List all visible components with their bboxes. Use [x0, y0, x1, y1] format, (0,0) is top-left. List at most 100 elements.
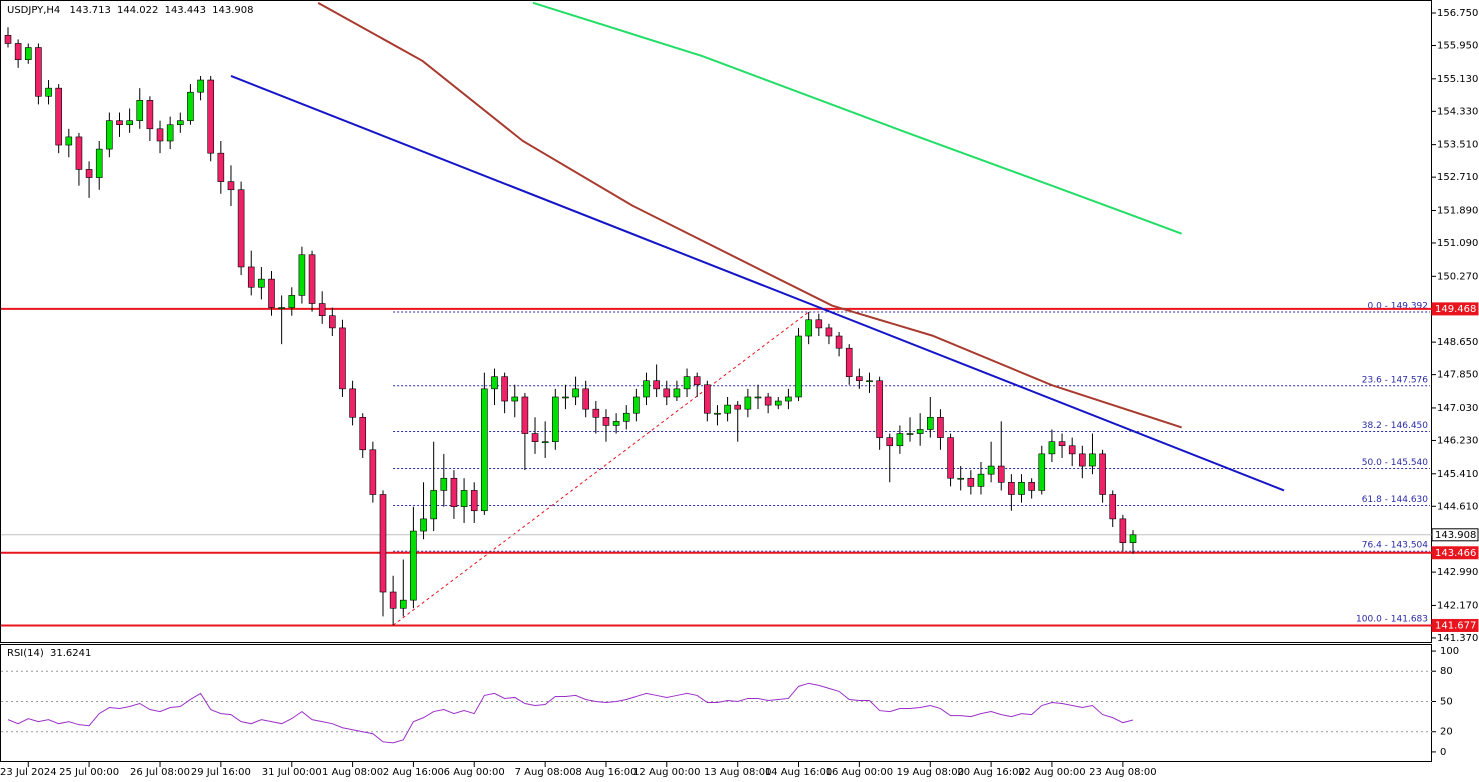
y-tick-label: 147.850	[1437, 370, 1478, 381]
rsi-tick-label: 50	[1440, 696, 1453, 707]
x-tick-label: 16 Aug 00:00	[826, 767, 893, 778]
price-panel	[0, 0, 1432, 643]
y-tick-label: 142.170	[1437, 600, 1478, 611]
candle-body	[85, 169, 93, 178]
y-tick-label: 142.990	[1437, 567, 1478, 578]
candle-body	[65, 136, 73, 146]
close: 143.908	[212, 5, 253, 16]
candle-body	[55, 87, 62, 146]
candle-body	[349, 388, 356, 418]
candle-body	[420, 518, 427, 532]
price-level-label: 143.466	[1435, 548, 1476, 559]
candle-body	[937, 416, 944, 438]
candle-body	[126, 120, 133, 126]
candle-body	[227, 181, 235, 191]
candle-body	[1119, 518, 1127, 544]
symbol: USDJPY,H4	[7, 5, 60, 16]
candle-body	[592, 408, 600, 418]
x-tick-label: 12 Aug 00:00	[633, 767, 700, 778]
candle-body	[1089, 453, 1096, 467]
candle-body	[481, 388, 488, 512]
x-tick-label: 2 Aug 16:00	[383, 767, 444, 778]
candle-body	[795, 335, 802, 398]
candle-body	[612, 421, 620, 426]
x-tick-label: 1 Aug 08:00	[322, 767, 383, 778]
price-level-box	[1431, 302, 1479, 316]
candle-body	[774, 400, 782, 406]
y-tick-label: 141.370	[1437, 633, 1478, 644]
candle-body	[308, 254, 316, 304]
candle-body	[278, 307, 285, 309]
candle-body	[1028, 482, 1035, 491]
price-level-label: 149.468	[1435, 304, 1476, 315]
x-tick-label: 8 Aug 16:00	[575, 767, 636, 778]
candle-body	[845, 347, 853, 377]
high: 144.022	[117, 5, 158, 16]
candle-body	[886, 437, 894, 447]
price-level-box	[1431, 546, 1479, 560]
y-tick-label: 151.890	[1437, 205, 1478, 216]
candle-body	[217, 152, 225, 182]
rsi-line	[7, 682, 1134, 744]
candle-body	[673, 388, 681, 398]
candle-body	[754, 396, 762, 399]
candle-body	[856, 376, 863, 382]
x-tick-label: 19 Aug 08:00	[897, 767, 964, 778]
y-tick-label: 156.750	[1437, 8, 1478, 19]
candle-body	[35, 47, 42, 97]
candle-body	[1048, 441, 1056, 455]
candle-body	[389, 591, 397, 609]
overlay-line	[230, 75, 1285, 492]
candle-body	[957, 477, 965, 480]
candle-body	[460, 490, 468, 507]
candle-body	[187, 91, 194, 121]
candle-body	[24, 47, 32, 61]
low: 143.443	[165, 5, 206, 16]
candle-body	[805, 319, 812, 337]
candle-body	[146, 100, 154, 130]
candle-body	[166, 124, 174, 142]
fib-anchor-line	[392, 311, 809, 626]
candle-body	[531, 433, 539, 442]
candle-body	[896, 433, 904, 447]
candle-body	[683, 376, 691, 390]
candle-body	[1008, 482, 1015, 495]
x-tick-label: 23 Aug 08:00	[1089, 767, 1156, 778]
chart-title: USDJPY,H4 143.713 144.022 143.443 143.90…	[7, 5, 253, 16]
candle-body	[197, 79, 204, 93]
rsi-tick-label: 0	[1440, 747, 1446, 758]
x-tick-label: 6 Aug 00:00	[444, 767, 505, 778]
x-tick-label: 31 Jul 00:00	[262, 767, 322, 778]
rsi-name: RSI(14)	[7, 648, 44, 659]
candle-body	[1109, 494, 1117, 520]
rsi-tick-label: 20	[1440, 727, 1453, 738]
candle-body	[359, 416, 367, 451]
candle-body	[4, 35, 12, 44]
candle-body	[1038, 453, 1046, 491]
candle-body	[764, 396, 772, 406]
candle-body	[379, 494, 387, 593]
x-tick-label: 20 Aug 16:00	[957, 767, 1024, 778]
candle-body	[501, 376, 508, 402]
candle-body	[329, 315, 336, 329]
candle-body	[714, 412, 721, 415]
x-tick-label: 14 Aug 16:00	[765, 767, 832, 778]
y-tick-label: 147.030	[1437, 403, 1478, 414]
candle-body	[75, 136, 83, 170]
candle-body	[1129, 534, 1137, 544]
x-tick-label: 23 Jul 2024	[0, 767, 57, 778]
candle-body	[95, 148, 103, 178]
candle-body	[207, 79, 215, 154]
fib-label: 23.6 - 147.576	[1362, 375, 1428, 385]
candle-body	[14, 43, 22, 61]
candle-body	[876, 380, 883, 438]
candle-body	[704, 384, 711, 414]
candle-body	[562, 396, 569, 399]
candle-body	[734, 404, 742, 410]
y-tick-label: 150.270	[1437, 271, 1478, 282]
candle-body	[582, 388, 590, 410]
candle-body	[176, 120, 184, 126]
x-tick-label: 26 Jul 08:00	[130, 767, 190, 778]
candle-body	[237, 189, 245, 268]
overlay-line	[317, 1, 1182, 429]
